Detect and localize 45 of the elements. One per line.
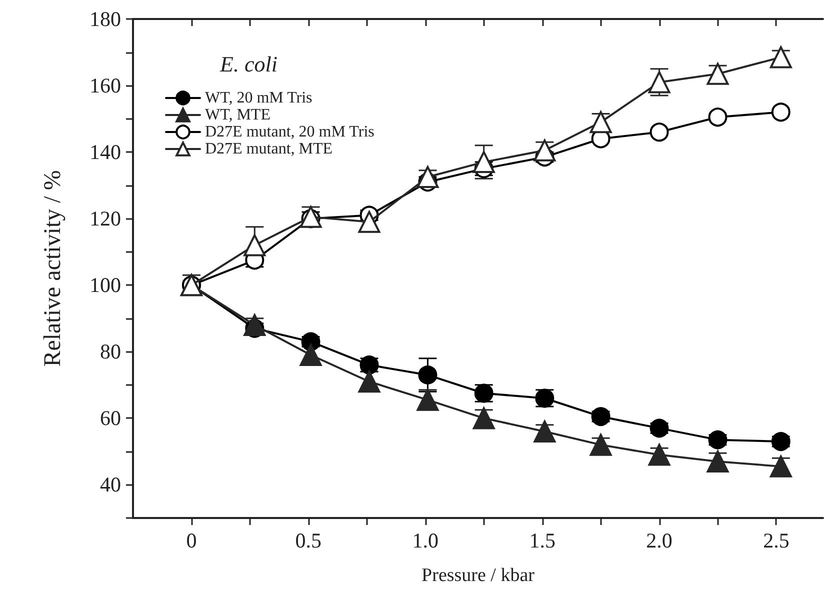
y-tick-label: 60: [100, 406, 121, 430]
legend-title: E. coli: [219, 52, 278, 76]
point: [770, 46, 792, 68]
y-tick-label: 100: [90, 273, 121, 298]
point: [534, 420, 556, 443]
point: [708, 108, 728, 127]
point: [650, 418, 669, 438]
y-axis-title: Relative activity / %: [40, 170, 66, 367]
point: [418, 365, 438, 384]
point: [590, 111, 612, 134]
point: [706, 450, 729, 472]
y-tick-label: 120: [90, 206, 121, 231]
point: [771, 432, 790, 451]
point: [472, 407, 495, 430]
point: [358, 370, 380, 393]
point: [590, 434, 612, 456]
point: [650, 122, 669, 142]
legend-label: D27E mutant, MTE: [205, 140, 333, 158]
legend-label: WT, MTE: [205, 106, 270, 124]
y-tick-label: 80: [100, 340, 121, 364]
point: [708, 430, 728, 450]
x-tick-label: 2.0: [646, 528, 672, 552]
point: [300, 344, 322, 366]
x-axis-title: Pressure / kbar: [422, 565, 536, 586]
point: [770, 455, 792, 478]
point: [706, 62, 729, 85]
point: [771, 102, 790, 122]
point: [534, 139, 556, 162]
point: [472, 151, 495, 174]
x-tick-label: 0: [186, 528, 197, 552]
y-tick-label: 160: [90, 74, 121, 98]
x-tick-label: 1.5: [529, 528, 556, 552]
x-tick-label: 0.5: [295, 528, 322, 552]
point: [244, 314, 266, 336]
x-tick-label: 1.0: [412, 528, 438, 552]
legend-label: WT, 20 mM Tris: [205, 90, 312, 106]
x-tick-label: 2.5: [763, 528, 790, 552]
point: [591, 407, 610, 426]
y-tick-label: 180: [90, 7, 121, 31]
point: [648, 444, 670, 466]
legend-label: D27E mutant, 20 mM Tris: [205, 124, 374, 140]
point: [416, 166, 439, 188]
point: [244, 234, 266, 256]
y-tick-label: 40: [100, 472, 121, 497]
y-tick-label: 140: [90, 140, 121, 164]
